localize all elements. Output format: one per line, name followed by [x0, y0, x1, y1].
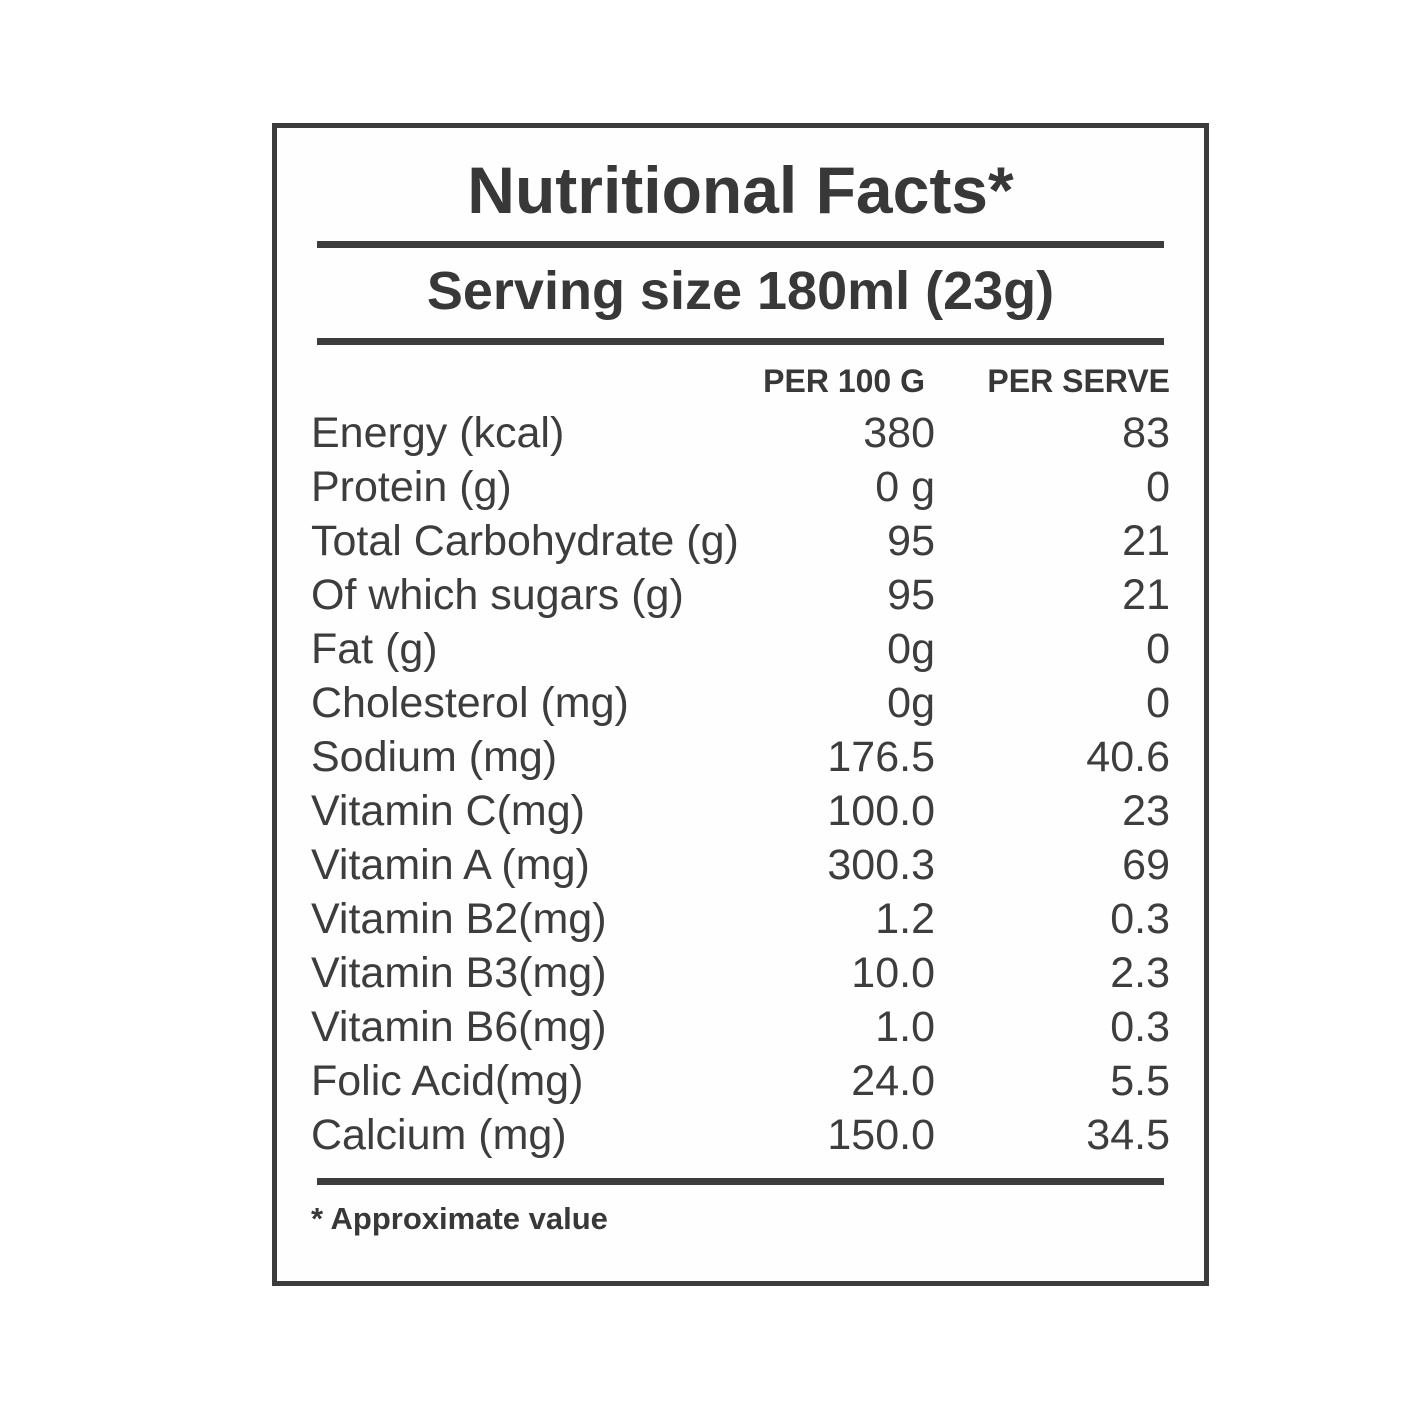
nutrient-value-per-serve: 21 [1122, 516, 1170, 565]
table-row: Of which sugars (g) 95 21 [311, 568, 1170, 622]
column-header-per-100g: PER 100 G [763, 362, 925, 399]
table-row: Protein (g) 0 g 0 [311, 460, 1170, 514]
separator-line-top [317, 241, 1164, 249]
nutrient-value-per-serve: 34.5 [1086, 1110, 1170, 1159]
nutrient-value-per-100g: 95 [887, 570, 935, 619]
table-row: Vitamin B3(mg) 10.0 2.3 [311, 946, 1170, 1000]
table-row: Sodium (mg) 176.5 40.6 [311, 730, 1170, 784]
table-row: Energy (kcal) 380 83 [311, 406, 1170, 460]
nutrient-value-per-100g: 0 g [875, 462, 935, 511]
nutrient-value-per-100g: 380 [863, 408, 935, 457]
nutrient-value-per-serve: 0.3 [1110, 894, 1170, 943]
nutrient-name: Cholesterol (mg) [311, 678, 629, 727]
label-title: Nutritional Facts* [467, 153, 1014, 227]
table-row: Fat (g) 0g 0 [311, 622, 1170, 676]
nutrient-value-per-serve: 0 [1146, 462, 1170, 511]
nutrient-name: Vitamin B3(mg) [311, 948, 607, 997]
nutrient-value-per-serve: 40.6 [1086, 732, 1170, 781]
nutrient-value-per-serve: 83 [1122, 408, 1170, 457]
nutrient-name: Vitamin B2(mg) [311, 894, 607, 943]
nutrient-value-per-serve: 21 [1122, 570, 1170, 619]
table-row: Total Carbohydrate (g) 95 21 [311, 514, 1170, 568]
nutrient-value-per-100g: 176.5 [827, 732, 935, 781]
nutrient-value-per-100g: 0g [887, 624, 935, 673]
nutrient-value-per-100g: 10.0 [851, 948, 935, 997]
nutrient-value-per-100g: 150.0 [827, 1110, 935, 1159]
serving-size-line: Serving size 180ml (23g) [426, 261, 1055, 322]
separator-line-bottom [317, 1177, 1164, 1185]
nutrient-value-per-100g: 0g [887, 678, 935, 727]
nutrient-value-per-100g: 300.3 [827, 840, 935, 889]
nutrient-value-per-serve: 5.5 [1110, 1056, 1170, 1105]
nutrient-value-per-serve: 0 [1146, 624, 1170, 673]
nutrient-name: Vitamin C(mg) [311, 786, 585, 835]
nutrient-name: Total Carbohydrate (g) [311, 516, 739, 565]
table-row: Calcium (mg) 150.0 34.5 [311, 1108, 1170, 1162]
nutrient-value-per-100g: 1.0 [875, 1002, 935, 1051]
nutrient-value-per-serve: 0.3 [1110, 1002, 1170, 1051]
column-header-per-serve: PER SERVE [987, 362, 1170, 399]
table-row: Vitamin B6(mg) 1.0 0.3 [311, 1000, 1170, 1054]
nutrient-value-per-100g: 24.0 [851, 1056, 935, 1105]
nutrient-name: Sodium (mg) [311, 732, 558, 781]
nutrient-value-per-serve: 2.3 [1110, 948, 1170, 997]
table-row: Vitamin C(mg) 100.0 23 [311, 784, 1170, 838]
nutrient-value-per-100g: 100.0 [827, 786, 935, 835]
nutrient-table: Energy (kcal) 380 83 Protein (g) 0 g 0 T… [311, 406, 1170, 1162]
nutrient-value-per-serve: 69 [1122, 840, 1170, 889]
nutrient-name: Protein (g) [311, 462, 512, 511]
nutrient-value-per-100g: 1.2 [875, 894, 935, 943]
nutrient-name: Of which sugars (g) [311, 570, 684, 619]
nutrient-value-per-serve: 23 [1122, 786, 1170, 835]
nutrient-name: Folic Acid(mg) [311, 1056, 584, 1105]
nutrient-name: Fat (g) [311, 624, 438, 673]
nutrient-value-per-serve: 0 [1146, 678, 1170, 727]
column-headers-row: PER 100 G PER SERVE [311, 363, 1170, 400]
table-row: Cholesterol (mg) 0g 0 [311, 676, 1170, 730]
nutrient-name: Vitamin B6(mg) [311, 1002, 607, 1051]
separator-line-middle [317, 337, 1164, 345]
table-row: Folic Acid(mg) 24.0 5.5 [311, 1054, 1170, 1108]
nutrient-name: Vitamin A (mg) [311, 840, 590, 889]
nutrient-name: Energy (kcal) [311, 408, 565, 457]
nutrient-name: Calcium (mg) [311, 1110, 567, 1159]
table-row: Vitamin A (mg) 300.3 69 [311, 838, 1170, 892]
nutrition-facts-label: Nutritional Facts* Serving size 180ml (2… [272, 123, 1209, 1286]
approximate-value-footnote: * Approximate value [311, 1200, 608, 1236]
table-row: Vitamin B2(mg) 1.2 0.3 [311, 892, 1170, 946]
nutrient-value-per-100g: 95 [887, 516, 935, 565]
